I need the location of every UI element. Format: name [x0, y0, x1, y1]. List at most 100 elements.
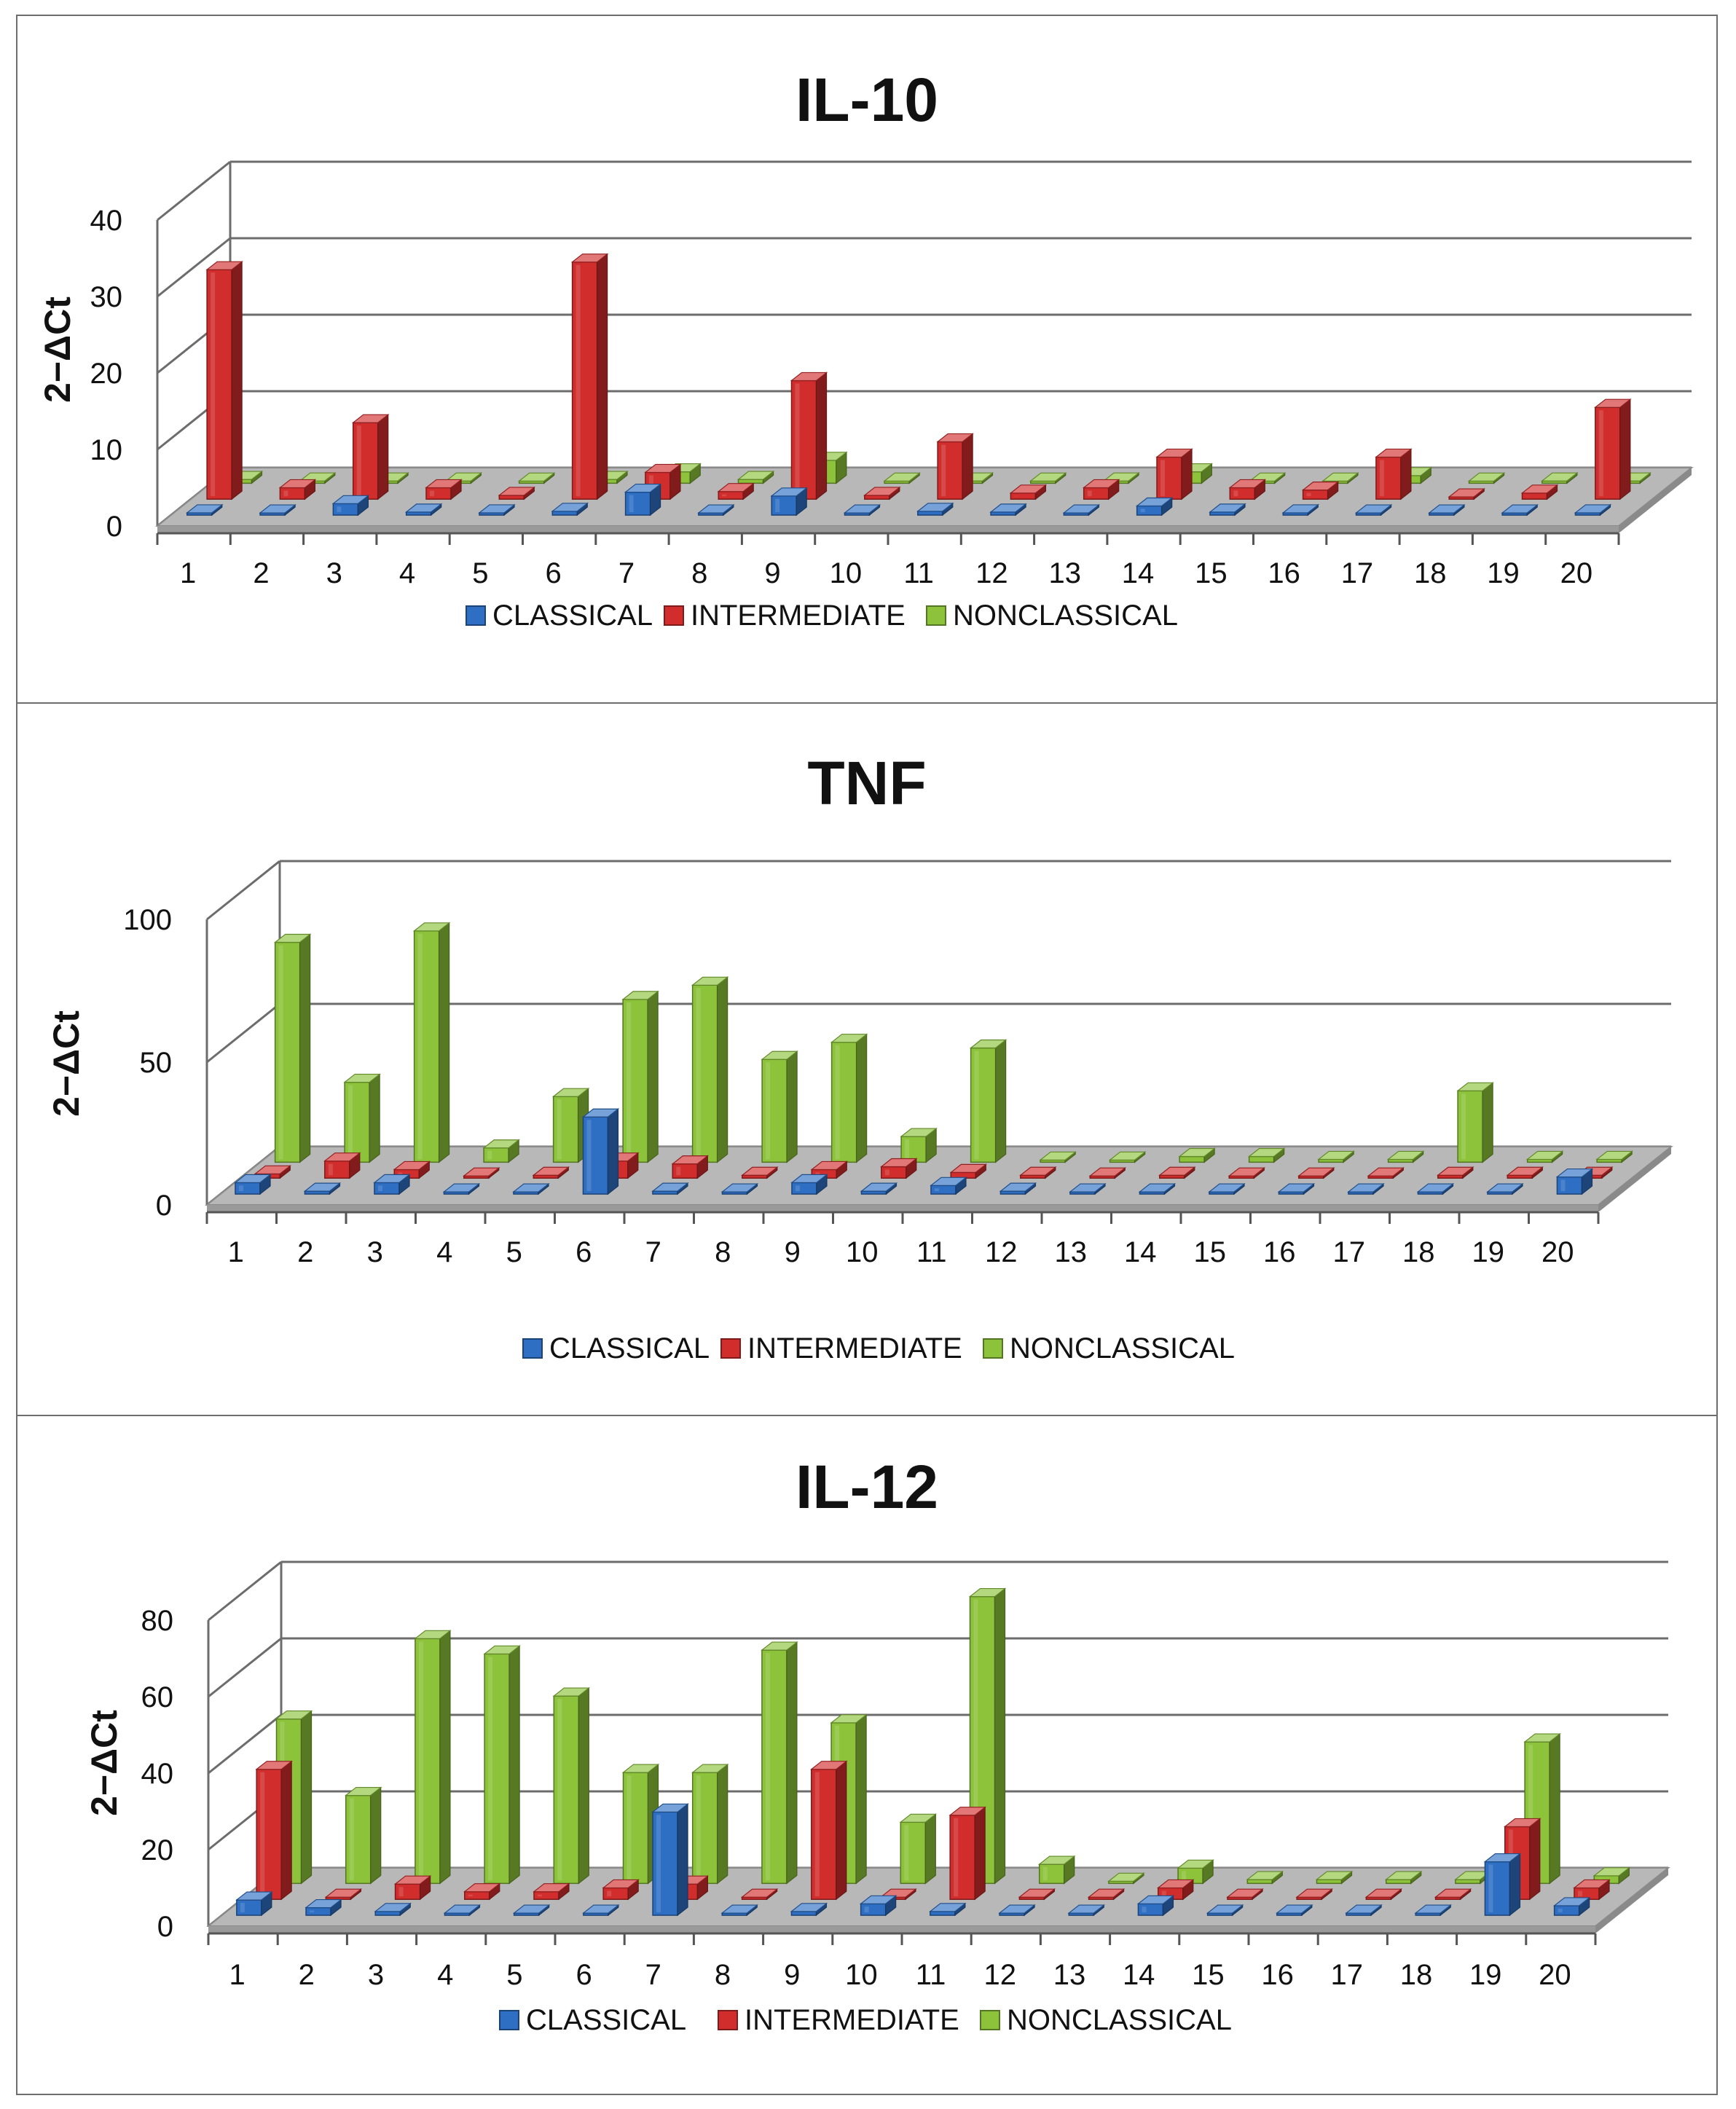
bar-highlight: [1528, 1745, 1533, 1881]
x-tick-label: 7: [645, 1236, 661, 1268]
bar-highlight: [1233, 490, 1238, 497]
bar-side: [855, 1713, 867, 1885]
bar-top: [790, 372, 828, 382]
bar-highlight: [1160, 460, 1166, 497]
bar-top: [1523, 1733, 1561, 1743]
bar-nonclassical-8: [761, 1050, 798, 1163]
bar-top: [1019, 1166, 1057, 1176]
bar-top: [1345, 1904, 1383, 1914]
bar-nonclassical-13: [1107, 1872, 1145, 1885]
x-tick-label: 16: [1261, 1959, 1294, 1991]
legend-item-intermediate: INTERMEDIATE: [664, 600, 906, 632]
bar-top: [552, 1687, 591, 1697]
bar-nonclassical-3: [414, 1630, 452, 1885]
x-tick-label: 5: [472, 557, 488, 589]
bar-classical-13: [1062, 503, 1101, 517]
bar-top: [1039, 1151, 1077, 1160]
bar-top: [1135, 497, 1174, 507]
bar-top: [1384, 1871, 1423, 1880]
bar-top: [1108, 1151, 1147, 1160]
bar-highlight: [905, 1139, 910, 1160]
bar-highlight: [1042, 1867, 1048, 1881]
bar-top: [351, 414, 390, 423]
legend-swatch: [522, 1338, 543, 1359]
bar-intermediate-18: [1448, 487, 1485, 500]
x-tick-label: 8: [715, 1236, 731, 1268]
legend-item-nonclassical: NONCLASSICAL: [980, 2004, 1232, 2036]
bar-intermediate-5: [498, 486, 536, 500]
bar-classical-6: [551, 502, 589, 517]
bar-top: [770, 487, 808, 497]
bar-classical-3: [331, 495, 370, 517]
bar-highlight: [356, 425, 361, 497]
bar-top: [581, 1108, 620, 1118]
bar-nonclassical-19: [1541, 471, 1579, 484]
bar-top: [374, 1903, 412, 1912]
bar-side: [370, 1786, 382, 1885]
bar-highlight: [1140, 508, 1145, 513]
bar-top: [1354, 504, 1393, 514]
bar-highlight: [1379, 460, 1384, 497]
bar-top: [1456, 1082, 1494, 1091]
bar-highlight: [815, 1172, 820, 1176]
x-tick-label: 10: [830, 557, 863, 589]
x-tick-label: 18: [1402, 1236, 1435, 1268]
bar-intermediate-9: [810, 1160, 849, 1179]
bar-top: [532, 1166, 570, 1176]
bar-nonclassical-18: [1467, 472, 1506, 484]
bar-top: [916, 503, 954, 512]
floor-edge: [208, 1926, 1595, 1933]
legend-label: CLASSICAL: [549, 1332, 710, 1364]
bar-intermediate-4: [463, 1166, 500, 1179]
bar-top: [1247, 1147, 1286, 1158]
bar-highlight: [835, 1045, 840, 1160]
bar-top: [621, 1764, 660, 1773]
bar-side: [717, 1763, 728, 1885]
x-tick-label: 4: [436, 1236, 452, 1268]
x-tick-label: 16: [1263, 1236, 1296, 1268]
bar-top: [1520, 484, 1559, 494]
gridline-left-wall: [208, 1560, 282, 1622]
bar-top: [948, 1807, 986, 1816]
bar-top: [255, 1761, 293, 1770]
bar-classical-9: [770, 487, 808, 517]
bar-highlight: [377, 1185, 382, 1192]
bar-side: [607, 1107, 619, 1195]
bar-highlight: [696, 1775, 701, 1881]
bar-top: [602, 1879, 640, 1889]
bar-top: [1525, 1150, 1564, 1160]
bar-nonclassical-12: [1037, 1855, 1076, 1885]
bar-intermediate-18: [1434, 1888, 1472, 1901]
bar-highlight: [1558, 1908, 1563, 1913]
bar-classical-20: [1555, 1168, 1594, 1195]
bar-side: [300, 1710, 313, 1885]
bar-nonclassical-17: [1386, 1150, 1425, 1163]
bar-top: [1595, 1150, 1633, 1160]
bar-highlight: [934, 1188, 939, 1192]
bar-top: [998, 1904, 1036, 1914]
x-tick-label: 13: [1053, 1959, 1086, 1991]
bar-highlight: [349, 1798, 354, 1881]
bar-front: [790, 1911, 817, 1916]
x-tick-label: 6: [546, 557, 562, 589]
bar-classical-12: [999, 1182, 1037, 1195]
bar-nonclassical-2: [343, 1073, 381, 1163]
bar-classical-8: [720, 1182, 759, 1195]
bar-classical-11: [916, 502, 954, 517]
bar-side: [962, 433, 973, 500]
bar-top: [478, 504, 516, 514]
gridline-left-wall: [157, 237, 231, 298]
bar-classical-16: [1281, 503, 1320, 517]
bar-front: [1248, 1155, 1275, 1163]
bar-top: [512, 1904, 551, 1914]
legend-swatch: [718, 2010, 738, 2030]
bar-intermediate-4: [425, 479, 463, 500]
bar-intermediate-12: [1009, 484, 1048, 500]
bar-classical-14: [1135, 497, 1174, 517]
gridline-left-wall: [206, 1002, 280, 1064]
bar-intermediate-16: [1297, 1166, 1335, 1179]
bar-highlight: [537, 1894, 542, 1897]
bar-highlight: [418, 1641, 423, 1881]
bar-intermediate-9: [790, 372, 828, 500]
